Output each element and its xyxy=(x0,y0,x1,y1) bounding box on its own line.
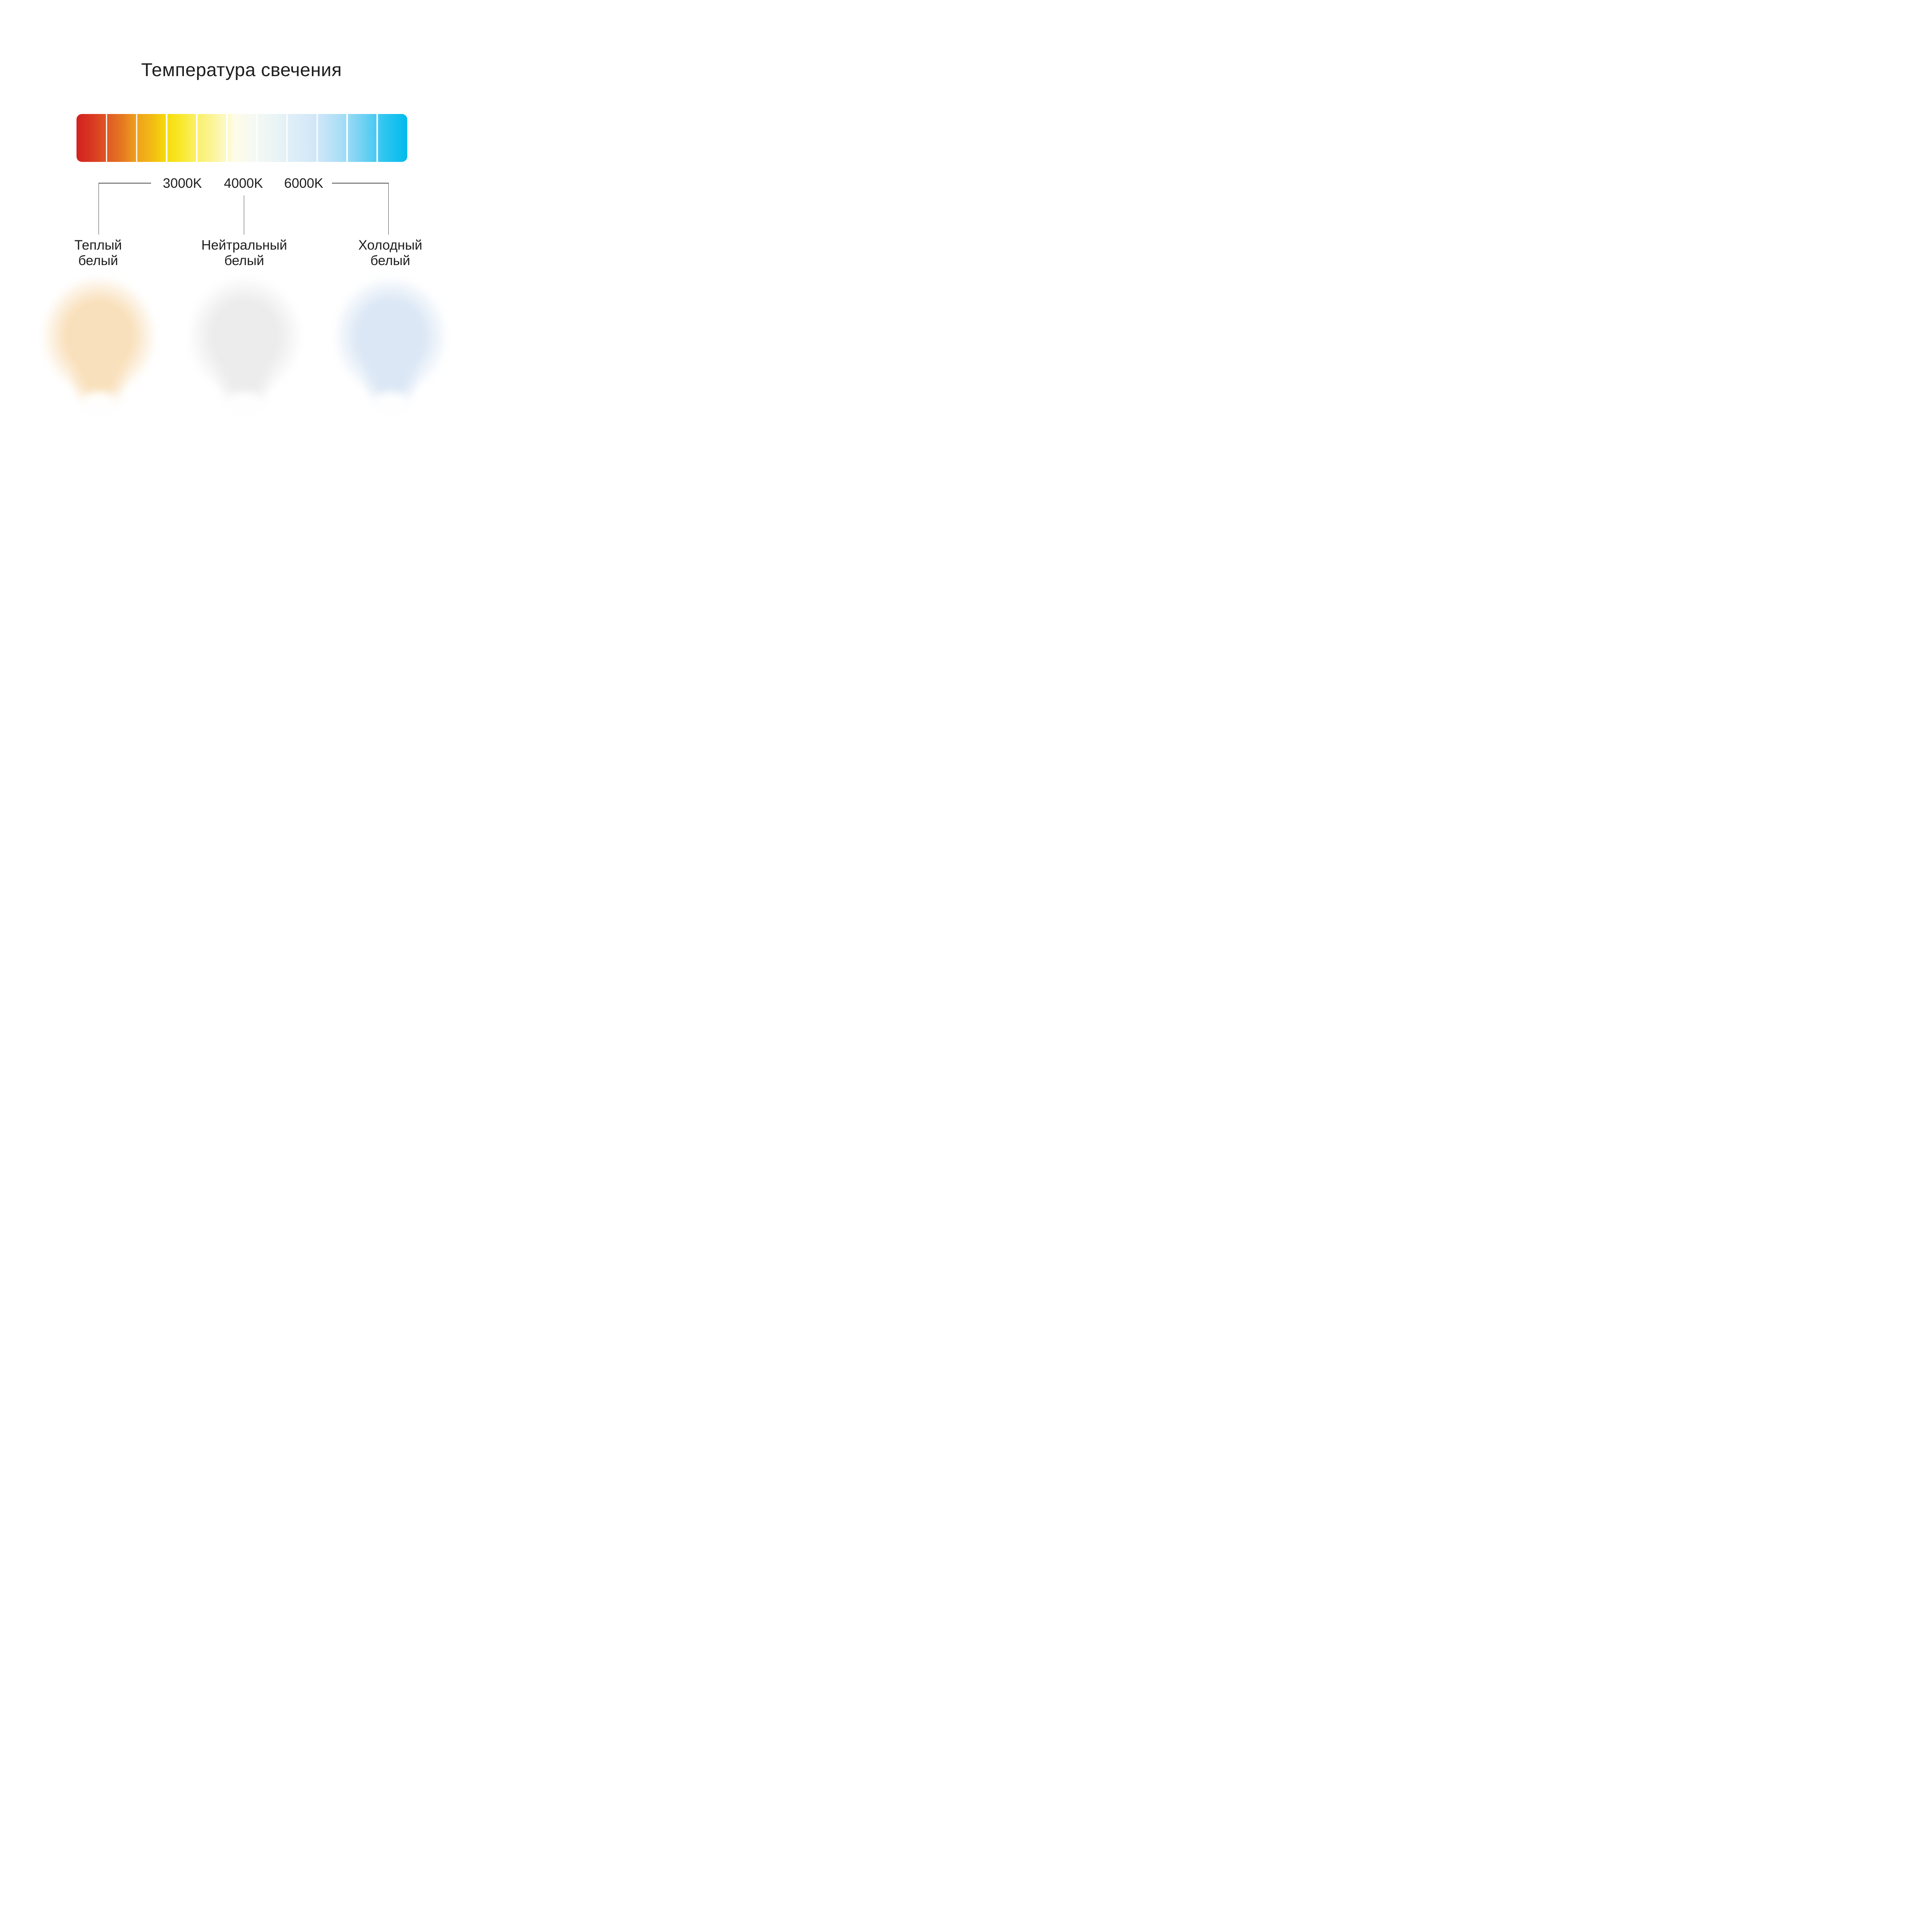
scale-segment-divider xyxy=(166,114,168,162)
temp-label-warm-line2: белый xyxy=(78,253,118,268)
temp-label-cool-white: Холодный белый xyxy=(328,238,452,269)
scale-segment-divider xyxy=(376,114,378,162)
temp-label-cool-line1: Холодный xyxy=(358,238,422,253)
connector-line-cool-vertical xyxy=(388,183,389,235)
glow-warm-white xyxy=(37,274,161,429)
scale-segment-divider xyxy=(256,114,258,162)
scale-segment-divider xyxy=(136,114,138,162)
tick-label-3000k: 3000K xyxy=(163,176,202,191)
tick-label-6000k: 6000K xyxy=(284,176,323,191)
scale-segment-divider xyxy=(106,114,107,162)
temp-label-neutral-line1: Нейтральный xyxy=(201,238,287,253)
scale-segment-divider xyxy=(226,114,228,162)
glow-neutral-white xyxy=(183,274,307,429)
scale-segment-divider xyxy=(346,114,348,162)
connector-line-cool-horizontal xyxy=(332,183,389,184)
tick-label-4000k: 4000K xyxy=(224,176,263,191)
temp-label-cool-line2: белый xyxy=(370,253,410,268)
page-title: Температура свечения xyxy=(141,60,342,80)
temp-label-neutral-line2: белый xyxy=(224,253,264,268)
scale-segment-divider xyxy=(316,114,318,162)
glow-cool-white xyxy=(329,274,452,429)
temp-label-neutral-white: Нейтральный белый xyxy=(182,238,306,269)
temp-label-warm-line1: Теплый xyxy=(74,238,122,253)
temp-label-warm-white: Теплый белый xyxy=(36,238,160,269)
scale-segment-divider xyxy=(286,114,288,162)
color-temperature-scale-bar xyxy=(77,114,407,162)
connector-line-warm-horizontal xyxy=(99,183,151,184)
scale-segment-divider xyxy=(196,114,198,162)
connector-line-neutral-vertical xyxy=(243,196,245,235)
